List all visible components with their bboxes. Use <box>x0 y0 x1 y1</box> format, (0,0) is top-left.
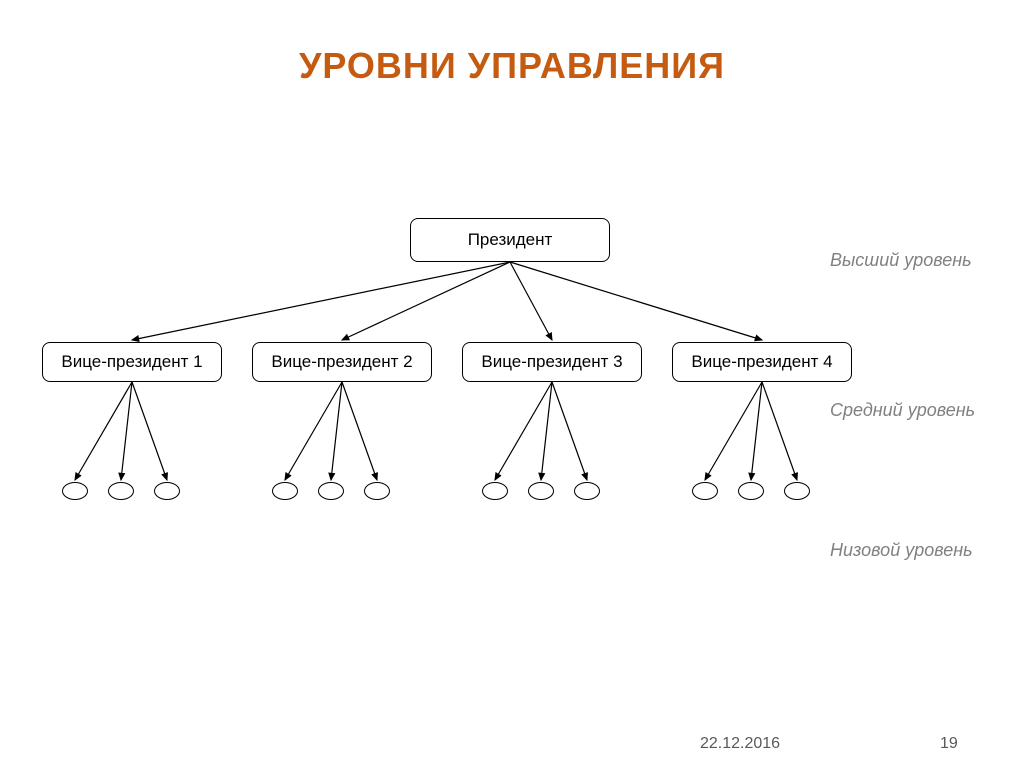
level-label-bottom: Низовой уровень <box>830 540 973 561</box>
arrow-layer <box>0 0 1024 768</box>
footer-date: 22.12.2016 <box>700 735 780 753</box>
leaf-node-8 <box>528 482 554 500</box>
vp-node-2: Вице-президент 2 <box>252 342 432 382</box>
vp-node-3-label: Вице-президент 3 <box>481 352 622 372</box>
vp-node-1-label: Вице-президент 1 <box>61 352 202 372</box>
vp-node-1: Вице-президент 1 <box>42 342 222 382</box>
leaf-node-2 <box>108 482 134 500</box>
leaf-node-6 <box>364 482 390 500</box>
vp-node-3: Вице-президент 3 <box>462 342 642 382</box>
level-label-top: Высший уровень <box>830 250 972 271</box>
footer-page-number: 19 <box>940 735 958 753</box>
leaf-node-10 <box>692 482 718 500</box>
root-node-label: Президент <box>468 230 553 250</box>
vp-node-2-label: Вице-президент 2 <box>271 352 412 372</box>
leaf-node-9 <box>574 482 600 500</box>
leaf-node-1 <box>62 482 88 500</box>
leaf-node-3 <box>154 482 180 500</box>
org-chart-diagram: Президент Вице-президент 1 Вице-президент … <box>0 0 1024 768</box>
root-node: Президент <box>410 218 610 262</box>
leaf-node-12 <box>784 482 810 500</box>
level-label-middle: Средний уровень <box>830 400 975 421</box>
leaf-node-4 <box>272 482 298 500</box>
leaf-node-7 <box>482 482 508 500</box>
vp-node-4: Вице-президент 4 <box>672 342 852 382</box>
vp-node-4-label: Вице-президент 4 <box>691 352 832 372</box>
leaf-node-11 <box>738 482 764 500</box>
leaf-node-5 <box>318 482 344 500</box>
